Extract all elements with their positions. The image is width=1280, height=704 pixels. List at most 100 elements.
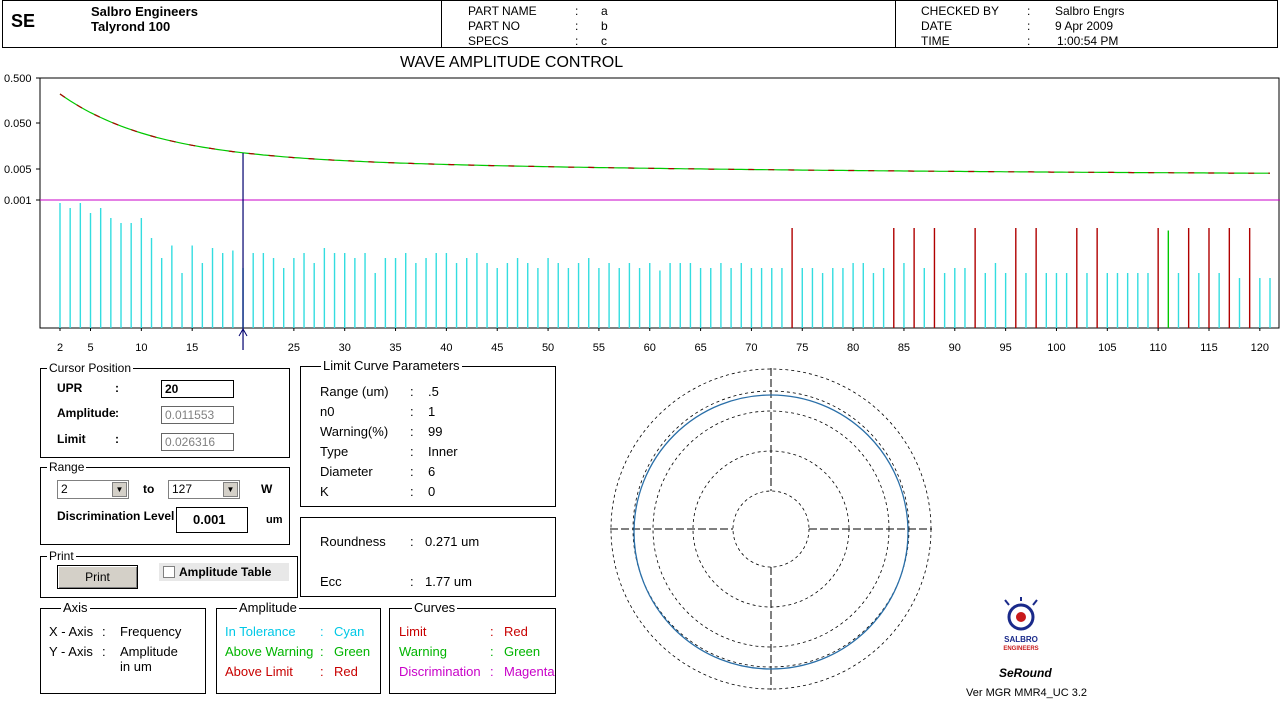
upr-input[interactable]: 20 (161, 380, 234, 398)
colon: : (115, 381, 119, 395)
specs-value: c (601, 34, 607, 48)
instrument-name: Talyrond 100 (91, 19, 171, 34)
amplitude-table-toggle[interactable]: Amplitude Table (159, 563, 289, 581)
param-value: 6 (428, 464, 436, 479)
legend-label: Above Warning (225, 644, 314, 659)
range-unit: W (261, 482, 273, 496)
curves-legend-group: Curves (389, 601, 556, 694)
limit-label: Limit (57, 432, 86, 446)
group-title: Range (47, 460, 87, 474)
colon: : (320, 664, 324, 679)
param-label: K (320, 484, 329, 499)
group-title: Print (47, 549, 76, 563)
x-axis-label: X - Axis (49, 624, 94, 639)
x-tick-label: 90 (949, 342, 961, 354)
roundness-profile (633, 394, 909, 670)
colon: : (410, 384, 414, 399)
date-label: DATE (921, 19, 953, 33)
legend-label: In Tolerance (225, 624, 296, 639)
header-divider (441, 1, 442, 47)
part-no-label: PART NO (468, 19, 521, 33)
y-tick-label: 0.001 (4, 195, 32, 207)
limit-curve (59, 93, 1270, 174)
roundness-label: Roundness (320, 534, 386, 549)
x-tick-label: 40 (440, 342, 452, 354)
colon: : (410, 464, 414, 479)
discrimination-input[interactable]: 0.001 (176, 507, 248, 533)
part-name-label: PART NAME (468, 4, 537, 18)
colon: : (320, 624, 324, 639)
param-label: Warning(%) (320, 424, 389, 439)
range-group: Range (40, 460, 290, 545)
amplitude-legend-group: Amplitude (216, 601, 381, 694)
colon: : (575, 34, 579, 48)
company-name: Salbro Engineers (91, 4, 198, 19)
param-value: Inner (428, 444, 458, 459)
colon: : (410, 574, 414, 589)
colon: : (102, 624, 106, 639)
amplitude-field: 0.011553 (161, 406, 234, 424)
x-tick-label: 100 (1047, 342, 1065, 354)
x-tick-label: 10 (135, 342, 147, 354)
to-label: to (143, 482, 155, 496)
version-text: Ver MGR MMR4_UC 3.2 (966, 687, 1088, 699)
print-button[interactable]: Print (57, 565, 138, 589)
chevron-down-icon[interactable]: ▼ (223, 482, 238, 497)
discrimination-label: Discrimination Level (57, 509, 175, 523)
colon: : (102, 644, 106, 659)
range-from-select[interactable]: 2 ▼ (57, 480, 129, 499)
salbro-logo: SALBRO ENGINEERS (1003, 597, 1039, 652)
x-tick-label: 35 (389, 342, 401, 354)
colon: : (1027, 4, 1031, 18)
date-value: 9 Apr 2009 (1055, 19, 1114, 33)
x-tick-label: 70 (745, 342, 757, 354)
x-tick-label: 30 (339, 342, 351, 354)
amplitude-table-checkbox[interactable] (163, 566, 175, 578)
x-tick-label: 25 (288, 342, 300, 354)
x-tick-label: 15 (186, 342, 198, 354)
colon: : (1027, 34, 1031, 48)
colon: : (410, 534, 414, 549)
colon: : (410, 404, 414, 419)
polar-grid-ring (732, 490, 810, 568)
cursor-arrow-icon[interactable] (238, 327, 248, 337)
x-tick-label: 115 (1200, 342, 1218, 354)
legend-label: Above Limit (225, 664, 293, 679)
y-axis-label: Y - Axis (49, 644, 93, 659)
time-value: 1:00:54 PM (1057, 34, 1119, 48)
header-divider (895, 1, 896, 47)
logo-text-top: SALBRO (1004, 635, 1038, 644)
roundness-polar-plot (610, 368, 932, 690)
roundness-value: 0.271 um (425, 534, 480, 549)
x-tick-label: 55 (593, 342, 605, 354)
chevron-down-icon[interactable]: ▼ (112, 482, 127, 497)
param-value: 1 (428, 404, 436, 419)
x-tick-label: 75 (796, 342, 808, 354)
amplitude-label: Amplitude (57, 406, 116, 420)
colon: : (490, 624, 494, 639)
x-tick-label: 65 (694, 342, 706, 354)
range-from-value: 2 (61, 482, 68, 496)
logo-text-bottom: ENGINEERS (1003, 646, 1038, 652)
y-tick-label: 0.500 (4, 73, 32, 85)
colon: : (115, 406, 119, 420)
legend-value: Green (504, 644, 541, 659)
x-tick-label: 120 (1251, 342, 1269, 354)
upr-label: UPR (57, 381, 83, 395)
legend-value: Cyan (334, 624, 365, 639)
logo-core (1016, 612, 1026, 622)
ecc-value: 1.77 um (425, 574, 472, 589)
x-tick-label: 5 (87, 342, 93, 354)
header-logo: SE (11, 11, 36, 31)
colon: : (320, 644, 324, 659)
x-tick-label: 50 (542, 342, 554, 354)
y-axis-value: Amplitude (120, 644, 178, 659)
x-axis-value: Frequency (120, 624, 182, 639)
checked-by-value: Salbro Engrs (1055, 4, 1125, 18)
colon: : (490, 644, 494, 659)
y-tick-label: 0.050 (4, 118, 32, 130)
results-group (300, 517, 556, 597)
range-to-select[interactable]: 127 ▼ (168, 480, 240, 499)
product-name: SeRound (999, 666, 1052, 680)
